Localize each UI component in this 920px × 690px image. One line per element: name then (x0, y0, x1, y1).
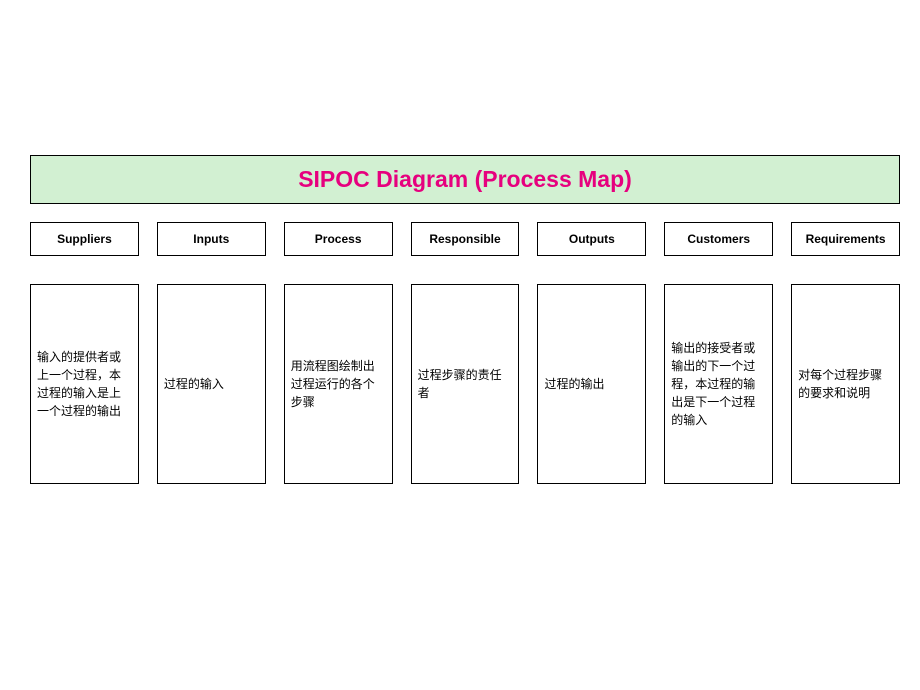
diagram-title: SIPOC Diagram (Process Map) (30, 155, 900, 204)
content-text: 过程的输入 (164, 375, 224, 393)
column-outputs: Outputs 过程的输出 (537, 222, 646, 484)
content-text: 过程的输出 (544, 375, 604, 393)
content-customers: 输出的接受者或输出的下一个过程，本过程的输出是下一个过程的输入 (664, 284, 773, 484)
column-process: Process 用流程图绘制出过程运行的各个步骤 (284, 222, 393, 484)
header-customers: Customers (664, 222, 773, 256)
header-outputs: Outputs (537, 222, 646, 256)
header-suppliers: Suppliers (30, 222, 139, 256)
header-inputs: Inputs (157, 222, 266, 256)
column-suppliers: Suppliers 输入的提供者或上一个过程，本过程的输入是上一个过程的输出 (30, 222, 139, 484)
header-responsible: Responsible (411, 222, 520, 256)
column-requirements: Requirements 对每个过程步骤的要求和说明 (791, 222, 900, 484)
columns-row: Suppliers 输入的提供者或上一个过程，本过程的输入是上一个过程的输出 I… (30, 222, 900, 484)
column-inputs: Inputs 过程的输入 (157, 222, 266, 484)
content-text: 用流程图绘制出过程运行的各个步骤 (291, 357, 386, 411)
content-requirements: 对每个过程步骤的要求和说明 (791, 284, 900, 484)
content-text: 输入的提供者或上一个过程，本过程的输入是上一个过程的输出 (37, 348, 132, 420)
content-text: 对每个过程步骤的要求和说明 (798, 366, 893, 402)
content-process: 用流程图绘制出过程运行的各个步骤 (284, 284, 393, 484)
header-process: Process (284, 222, 393, 256)
content-suppliers: 输入的提供者或上一个过程，本过程的输入是上一个过程的输出 (30, 284, 139, 484)
header-requirements: Requirements (791, 222, 900, 256)
column-customers: Customers 输出的接受者或输出的下一个过程，本过程的输出是下一个过程的输… (664, 222, 773, 484)
content-text: 过程步骤的责任者 (418, 366, 513, 402)
content-outputs: 过程的输出 (537, 284, 646, 484)
column-responsible: Responsible 过程步骤的责任者 (411, 222, 520, 484)
content-responsible: 过程步骤的责任者 (411, 284, 520, 484)
content-text: 输出的接受者或输出的下一个过程，本过程的输出是下一个过程的输入 (671, 339, 766, 429)
content-inputs: 过程的输入 (157, 284, 266, 484)
sipoc-diagram: SIPOC Diagram (Process Map) Suppliers 输入… (30, 155, 900, 484)
